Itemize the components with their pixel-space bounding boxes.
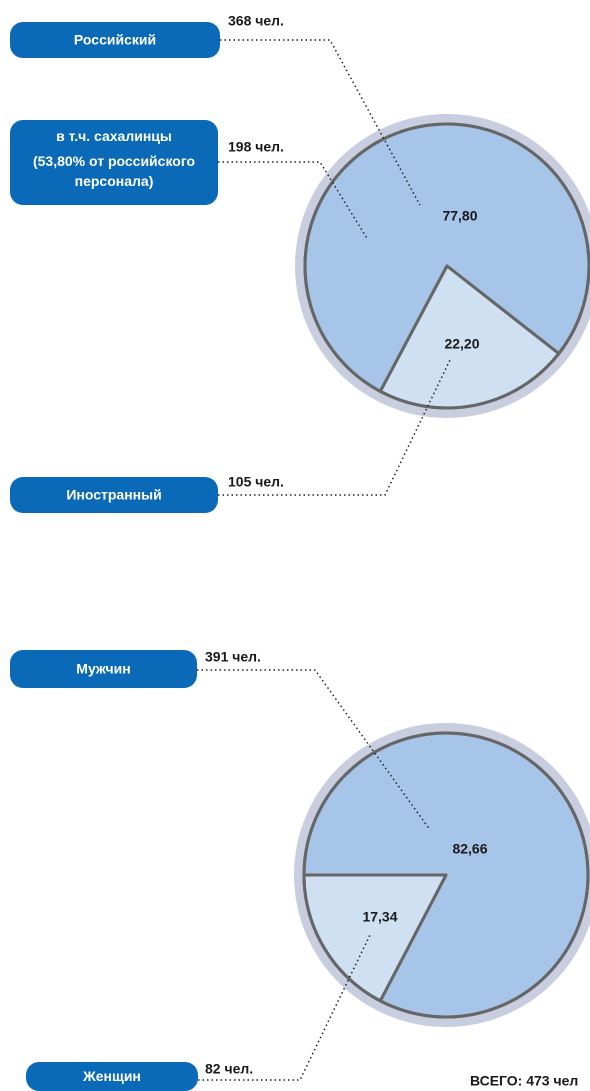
leader-line xyxy=(218,359,451,496)
leader-line xyxy=(218,161,369,241)
count-label: 368 чел. xyxy=(228,13,284,29)
count-label: 105 чел. xyxy=(228,474,284,490)
annotation-line: в т.ч. сахалинцы xyxy=(56,128,172,144)
annotation-line: (53,80% от российского xyxy=(33,153,195,169)
count-label: 82 чел. xyxy=(205,1061,253,1077)
category-label: Российский xyxy=(74,32,156,48)
pie-outline xyxy=(302,731,590,1019)
category-label: Иностранный xyxy=(66,487,161,503)
value-label: 82,66 xyxy=(452,841,487,857)
total-label: ВСЕГО: 473 чел xyxy=(470,1073,578,1089)
label-box xyxy=(10,120,218,205)
value-label: 22,20 xyxy=(444,336,479,352)
category-label: Мужчин xyxy=(76,661,130,677)
pie-outline xyxy=(303,122,590,410)
label-box xyxy=(10,477,218,513)
label-box xyxy=(10,650,197,688)
value-label: 77,80 xyxy=(442,208,477,224)
value-label: 17,34 xyxy=(362,909,397,925)
leader-line xyxy=(220,39,421,206)
label-box xyxy=(10,22,220,58)
category-label: Женщин xyxy=(82,1068,141,1084)
leader-line xyxy=(197,669,431,831)
count-label: 198 чел. xyxy=(228,139,284,155)
count-label: 391 чел. xyxy=(205,649,261,665)
label-box xyxy=(26,1062,198,1091)
annotation-line: персонала) xyxy=(75,173,154,189)
